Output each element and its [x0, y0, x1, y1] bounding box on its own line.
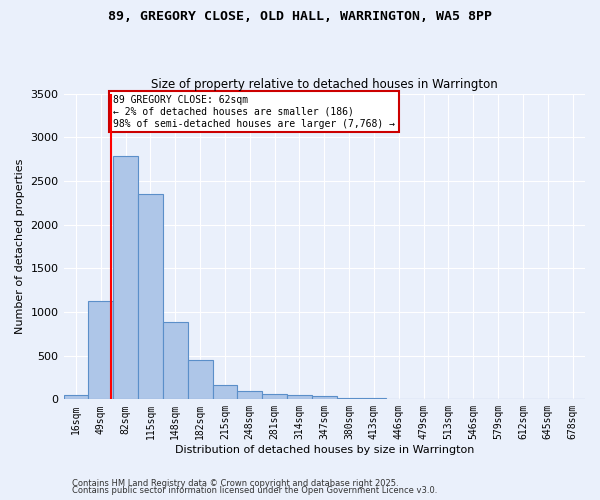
- Bar: [362, 398, 386, 400]
- Text: Contains HM Land Registry data © Crown copyright and database right 2025.: Contains HM Land Registry data © Crown c…: [72, 478, 398, 488]
- Bar: [238, 391, 262, 400]
- Y-axis label: Number of detached properties: Number of detached properties: [15, 159, 25, 334]
- Bar: [212, 385, 238, 400]
- Bar: [113, 156, 138, 400]
- X-axis label: Distribution of detached houses by size in Warrington: Distribution of detached houses by size …: [175, 445, 474, 455]
- Bar: [312, 396, 337, 400]
- Bar: [262, 394, 287, 400]
- Bar: [287, 395, 312, 400]
- Bar: [188, 360, 212, 400]
- Bar: [163, 322, 188, 400]
- Bar: [138, 194, 163, 400]
- Text: Contains public sector information licensed under the Open Government Licence v3: Contains public sector information licen…: [72, 486, 437, 495]
- Title: Size of property relative to detached houses in Warrington: Size of property relative to detached ho…: [151, 78, 497, 91]
- Text: 89 GREGORY CLOSE: 62sqm
← 2% of detached houses are smaller (186)
98% of semi-de: 89 GREGORY CLOSE: 62sqm ← 2% of detached…: [113, 96, 395, 128]
- Bar: [64, 395, 88, 400]
- Bar: [337, 398, 362, 400]
- Bar: [88, 300, 113, 400]
- Text: 89, GREGORY CLOSE, OLD HALL, WARRINGTON, WA5 8PP: 89, GREGORY CLOSE, OLD HALL, WARRINGTON,…: [108, 10, 492, 23]
